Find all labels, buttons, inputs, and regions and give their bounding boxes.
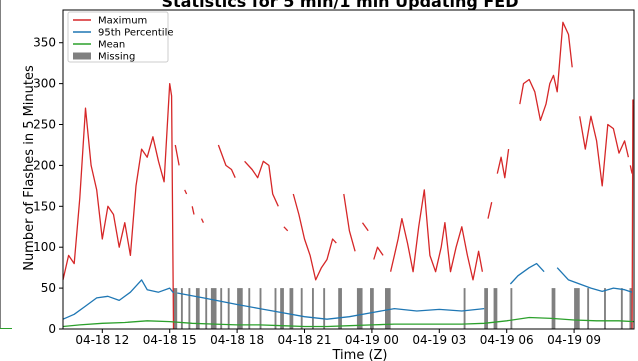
maximum-line bbox=[217, 144, 236, 178]
legend-label-missing: Missing bbox=[98, 52, 135, 63]
maximum-line bbox=[373, 246, 384, 260]
missing-bar bbox=[551, 288, 556, 329]
95th-percentile-line bbox=[62, 279, 175, 320]
maximum-line bbox=[174, 144, 180, 166]
y-tick-label: 100 bbox=[33, 240, 56, 254]
missing-bar bbox=[463, 288, 466, 329]
missing-bar bbox=[274, 288, 277, 329]
maximum-line bbox=[579, 115, 630, 187]
missing-bar bbox=[205, 288, 208, 329]
x-tick-label: 04-18 18 bbox=[210, 333, 264, 347]
legend-label-mean: Mean bbox=[98, 40, 125, 51]
maximum-line bbox=[361, 222, 369, 232]
y-tick-label: 350 bbox=[33, 36, 56, 50]
y-tick-label: 300 bbox=[33, 77, 56, 91]
missing-bar bbox=[180, 288, 183, 329]
x-tick-label: 04-19 03 bbox=[412, 333, 466, 347]
legend-label-95th-percentile: 95th Percentile bbox=[98, 28, 174, 39]
missing-bar bbox=[220, 288, 223, 329]
maximum-line bbox=[62, 82, 175, 330]
95th-percentile-line bbox=[556, 267, 633, 293]
maximum-line bbox=[191, 206, 195, 215]
maximum-line bbox=[244, 160, 279, 207]
missing-bar bbox=[210, 288, 217, 329]
missing-bar bbox=[173, 288, 178, 329]
missing-bar bbox=[370, 288, 374, 329]
x-tick-label: 04-19 00 bbox=[345, 333, 399, 347]
legend-swatch-missing bbox=[73, 52, 91, 60]
missing-bar bbox=[195, 288, 200, 329]
chart-title: Statistics for 5 min/1 min Updating FED bbox=[161, 0, 518, 11]
maximum-line bbox=[184, 189, 188, 195]
missing-bar bbox=[280, 288, 284, 329]
missing-bar bbox=[604, 288, 606, 329]
95th-percentile-line bbox=[509, 262, 545, 285]
y-axis-label: Number of Flashes in 5 Minutes bbox=[22, 65, 37, 271]
missing-bar bbox=[248, 288, 251, 329]
missing-bar bbox=[629, 288, 633, 329]
missing-bar bbox=[484, 288, 488, 329]
missing-bar bbox=[510, 288, 513, 329]
missing-bar bbox=[237, 288, 243, 329]
maximum-line bbox=[519, 21, 573, 122]
maximum-line bbox=[292, 193, 337, 281]
maximum-line bbox=[487, 202, 493, 219]
x-tick-label: 04-18 15 bbox=[143, 333, 197, 347]
missing-bar bbox=[188, 288, 191, 329]
x-tick-label: 04-19 06 bbox=[480, 333, 534, 347]
maximum-line bbox=[200, 218, 204, 223]
y-tick-label: 0 bbox=[48, 322, 56, 336]
missing-bar bbox=[493, 288, 498, 329]
maximum-line bbox=[496, 149, 510, 179]
missing-bar bbox=[574, 288, 580, 329]
missing-bar bbox=[385, 288, 391, 329]
mean-line bbox=[62, 316, 635, 328]
missing-bar bbox=[311, 288, 314, 329]
missing-bar bbox=[300, 288, 303, 329]
x-tick-label: 04-18 12 bbox=[75, 333, 129, 347]
maximum-line bbox=[629, 165, 633, 174]
legend-label-maximum: Maximum bbox=[98, 16, 147, 27]
missing-bar bbox=[587, 288, 590, 329]
axes-frame bbox=[62, 9, 635, 330]
axes-background bbox=[63, 10, 634, 329]
maximum-line bbox=[389, 189, 484, 281]
missing-bar bbox=[356, 288, 363, 329]
maximum-line bbox=[631, 99, 635, 330]
y-tick-label: 150 bbox=[33, 199, 56, 213]
maximum-line bbox=[343, 193, 356, 252]
y-tick-label: 200 bbox=[33, 158, 56, 172]
maximum-line bbox=[283, 226, 289, 232]
y-tick-label: 50 bbox=[41, 281, 56, 295]
missing-bar bbox=[338, 288, 342, 329]
legend-box bbox=[67, 11, 169, 63]
missing-bar bbox=[620, 288, 623, 329]
missing-bar bbox=[323, 288, 326, 329]
95th-percentile-line bbox=[177, 292, 485, 320]
missing-bar bbox=[227, 288, 230, 329]
x-tick-label: 04-19 09 bbox=[547, 333, 601, 347]
plot-area: 0 50 100 150 200 250 300 350 04-18 12 04-18 15 04-… bbox=[33, 9, 635, 347]
y-tick-label: 250 bbox=[33, 118, 56, 132]
x-axis-label: Time (Z) bbox=[332, 348, 388, 361]
missing-bar bbox=[289, 288, 294, 329]
x-tick-label: 04-18 21 bbox=[278, 333, 332, 347]
